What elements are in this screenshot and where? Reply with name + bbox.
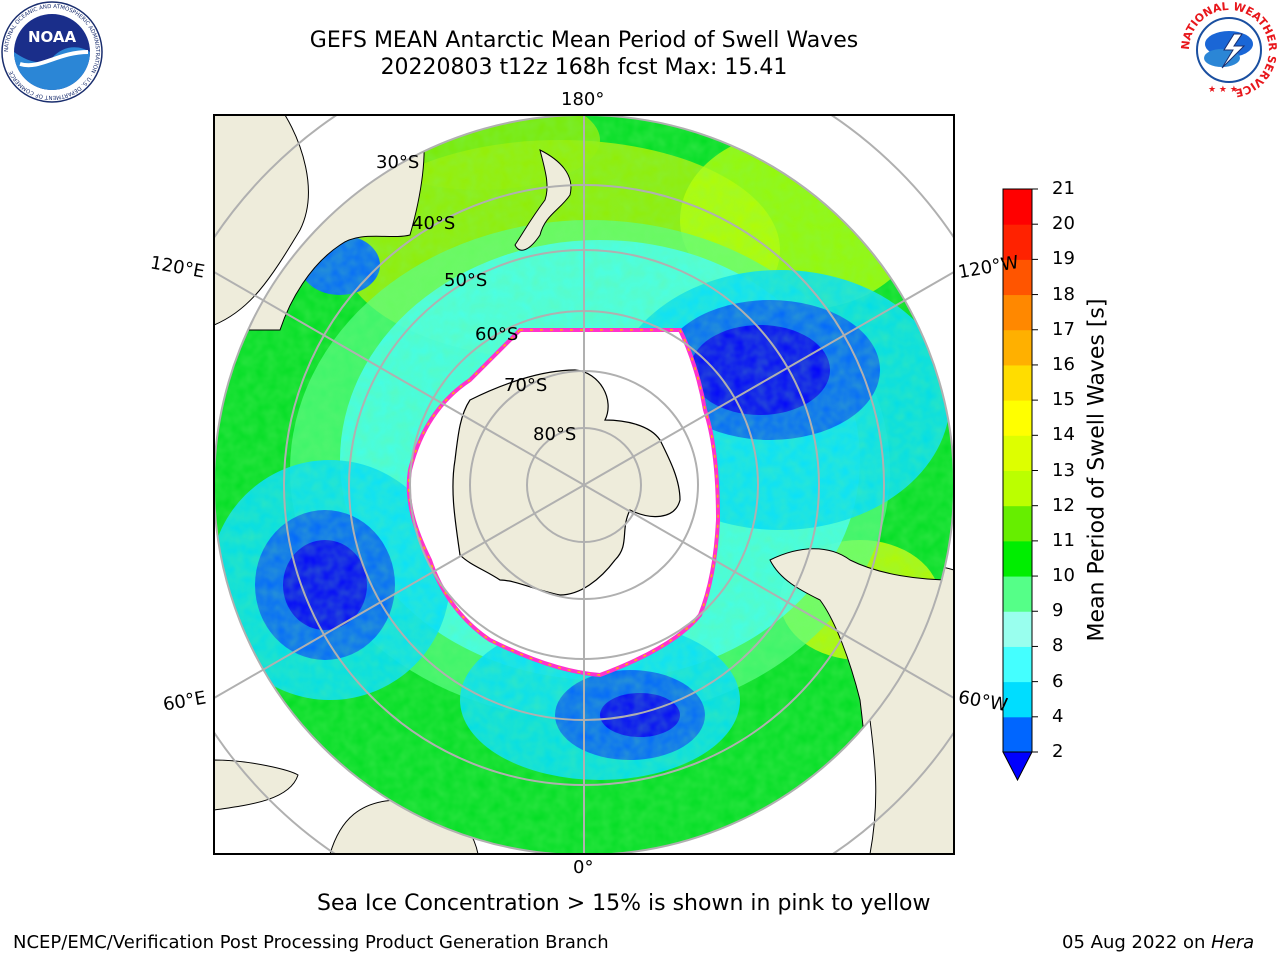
colorbar-tick-label: 16 [1052,353,1075,375]
colorbar-tick-label: 20 [1052,213,1075,235]
colorbar-tick-label: 15 [1052,389,1075,411]
noaa-logo-text: NOAA [28,28,77,46]
colorbar-tick-label: 21 [1052,178,1075,199]
colorbar-segment [1003,224,1032,260]
sea-ice-note: Sea Ice Concentration > 15% is shown in … [317,891,931,916]
colorbar-tick-label: 12 [1052,494,1075,516]
colorbar-title: Mean Period of Swell Waves [s] [1084,298,1110,642]
colorbar-tick-label: 18 [1052,283,1075,305]
lon-label-180: 180° [561,89,605,110]
graticule [214,115,954,854]
lat-label-60s: 60°S [475,324,519,345]
colorbar-tick-label: 8 [1052,635,1064,657]
footer-date-text: 05 Aug 2022 on [1062,932,1212,953]
colorbar-segment [1003,294,1032,331]
colorbar-segment [1003,576,1032,612]
footer-branch: NCEP/EMC/Verification Post Processing Pr… [13,932,609,953]
nws-logo: NATIONAL WEATHER SERVICE ★ ★ ★ [1179,0,1279,99]
chart-subtitle: 20220803 t12z 168h fcst Max: 15.41 [380,55,788,80]
colorbar-segment [1003,646,1032,683]
lat-label-30s: 30°S [376,152,420,173]
noaa-logo: NATIONAL OCEANIC AND ATMOSPHERIC ADMINIS… [1,1,103,103]
footer-date: 05 Aug 2022 on Hera [1062,932,1254,954]
colorbar-tick-label: 11 [1052,529,1075,551]
colorbar-extend-min [1002,751,1033,782]
colorbar-segment [1003,400,1032,436]
svg-text:★ ★ ★: ★ ★ ★ [1208,85,1238,95]
colorbar-tick-label: 9 [1052,600,1064,622]
colorbar-segment [1003,611,1032,647]
colorbar-tick-label: 17 [1052,318,1075,340]
colorbar-tick-label: 6 [1052,670,1064,692]
colorbar-tick-label: 19 [1052,248,1075,270]
chart-title: GEFS MEAN Antarctic Mean Period of Swell… [309,28,859,53]
colorbar-segment [1003,329,1032,366]
colorbar-tick-label: 10 [1052,565,1075,587]
colorbar-segment [1003,681,1032,718]
colorbar-segment [1003,435,1032,471]
colorbar-segment [1003,470,1032,507]
colorbar-segment [1003,364,1032,401]
colorbar-tick-label: 13 [1052,459,1075,481]
map-frame [213,114,955,855]
colorbar-tick-label: 4 [1052,705,1064,727]
lon-label-0: 0° [573,857,594,878]
colorbar-segment [1003,540,1032,577]
colorbar-segment [1003,189,1032,225]
colorbar-tick-label: 2 [1052,741,1064,762]
footer-host: Hera [1211,932,1255,953]
lat-label-80s: 80°S [533,424,577,445]
colorbar-tick-label: 14 [1052,424,1075,446]
lat-label-50s: 50°S [444,270,488,291]
lat-label-40s: 40°S [412,213,456,234]
lat-label-70s: 70°S [504,375,548,396]
colorbar-segment [1003,716,1032,753]
colorbar-segment [1003,505,1032,542]
colorbar [1002,188,1038,782]
antarctica [452,369,681,596]
colorbar-segment [1003,259,1032,296]
